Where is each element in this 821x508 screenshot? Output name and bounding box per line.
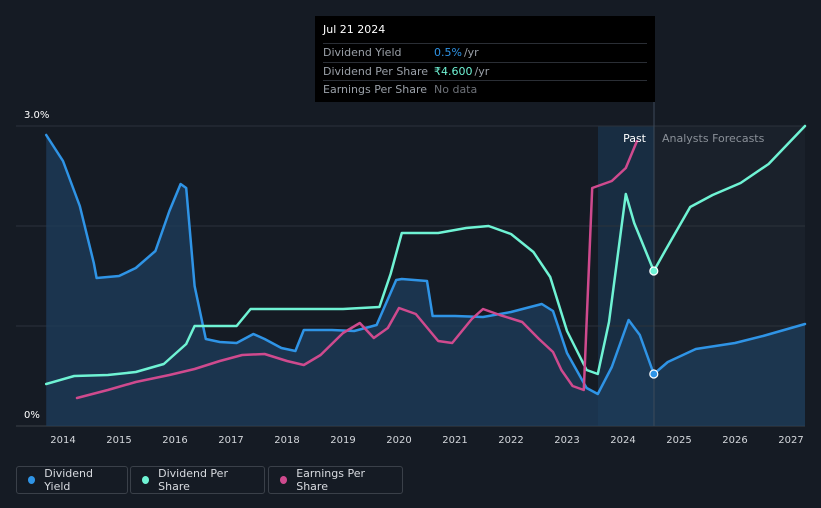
tooltip-unit: /yr bbox=[463, 46, 479, 60]
series-area-0 bbox=[46, 135, 805, 426]
x-tick-label: 2024 bbox=[610, 435, 635, 446]
x-tick-label: 2027 bbox=[778, 435, 803, 446]
x-tick-label: 2014 bbox=[50, 435, 75, 446]
tooltip-value: No data bbox=[434, 83, 478, 97]
tooltip-label: Dividend Yield bbox=[323, 46, 402, 60]
highlight-marker-1 bbox=[649, 266, 659, 276]
x-tick-label: 2026 bbox=[722, 435, 747, 446]
x-tick-label: 2025 bbox=[666, 435, 691, 446]
tooltip-label: Earnings Per Share bbox=[323, 83, 428, 97]
y-tick-label: 3.0% bbox=[24, 110, 49, 121]
series-line-2 bbox=[75, 139, 639, 400]
tooltip-date: Jul 21 2024 bbox=[323, 23, 386, 36]
x-tick-label: 2020 bbox=[386, 435, 411, 446]
tooltip-row-dividend-per-share: Dividend Per Share ₹4.600 /yr bbox=[323, 61, 647, 81]
series-lines bbox=[44, 124, 807, 400]
tooltip: Jul 21 2024 Dividend Yield 0.5% /yr Divi… bbox=[315, 16, 655, 102]
highlight-markers bbox=[649, 266, 659, 379]
x-tick-label: 2019 bbox=[330, 435, 355, 446]
x-tick-label: 2023 bbox=[554, 435, 579, 446]
legend-label: Earnings Per Share bbox=[296, 467, 365, 493]
x-axis-ticks: 2014 2015 2016 2017 2018 2019 2020 2021 2022 2023… bbox=[50, 435, 803, 446]
x-tick-label: 2021 bbox=[442, 435, 467, 446]
tooltip-value: 0.5% bbox=[434, 46, 462, 60]
series-line-1 bbox=[44, 124, 807, 386]
tooltip-row-earnings-per-share: Earnings Per Share No data bbox=[323, 80, 647, 99]
past-label: Past bbox=[623, 132, 647, 145]
x-tick-label: 2016 bbox=[162, 435, 187, 446]
tooltip-value: ₹4.600 bbox=[434, 64, 473, 78]
x-tick-label: 2017 bbox=[218, 435, 243, 446]
y-tick-label: 0% bbox=[24, 410, 40, 421]
forecast-label: Analysts Forecasts bbox=[662, 132, 765, 145]
legend-label: Dividend Per Share bbox=[158, 467, 228, 493]
series-areas bbox=[46, 135, 805, 426]
legend-dot-icon bbox=[28, 476, 36, 484]
legend-dividend-yield[interactable]: Dividend Yield bbox=[16, 466, 128, 494]
y-axis-ticks: 3.0% 0% bbox=[24, 110, 49, 421]
tooltip-row-dividend-yield: Dividend Yield 0.5% /yr bbox=[323, 43, 647, 62]
legend-dot-icon bbox=[142, 476, 150, 484]
highlight-marker-0 bbox=[649, 369, 659, 379]
x-tick-label: 2015 bbox=[106, 435, 131, 446]
legend-label: Dividend Yield bbox=[44, 467, 94, 493]
tooltip-label: Dividend Per Share bbox=[323, 64, 429, 78]
legend-dot-icon bbox=[280, 476, 288, 484]
legend-dividend-per-share[interactable]: Dividend Per Share bbox=[130, 466, 265, 494]
tooltip-unit: /yr bbox=[474, 64, 490, 78]
x-tick-label: 2018 bbox=[274, 435, 299, 446]
legend-earnings-per-share[interactable]: Earnings Per Share bbox=[268, 466, 403, 494]
x-tick-label: 2022 bbox=[498, 435, 523, 446]
